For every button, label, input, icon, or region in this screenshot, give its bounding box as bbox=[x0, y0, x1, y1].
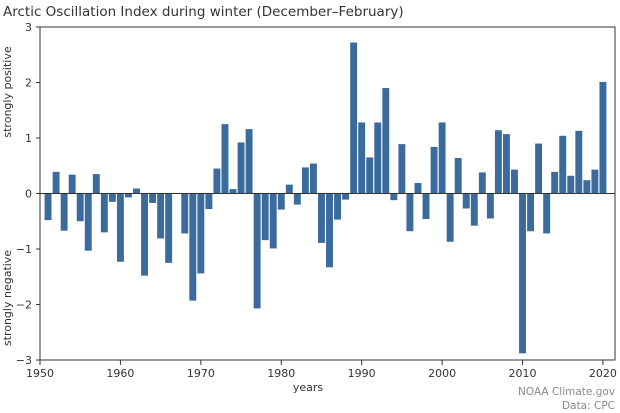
bar-1983 bbox=[301, 167, 309, 194]
bar-2011 bbox=[527, 193, 535, 232]
x-tick-label: 1950 bbox=[26, 367, 54, 380]
bar-2018 bbox=[583, 180, 591, 194]
y-label-strongly-positive: strongly positive bbox=[1, 46, 14, 137]
bar-1956 bbox=[84, 193, 92, 251]
credit-source: NOAA Climate.gov bbox=[518, 386, 615, 398]
bar-2015 bbox=[559, 135, 567, 194]
bar-2003 bbox=[462, 193, 470, 209]
bar-2014 bbox=[551, 171, 559, 194]
bar-2019 bbox=[591, 169, 599, 194]
chart-title: Arctic Oscillation Index during winter (… bbox=[3, 4, 404, 20]
y-tick-label: 0 bbox=[25, 188, 32, 201]
bar-1975 bbox=[237, 142, 245, 194]
bar-1958 bbox=[100, 193, 108, 233]
bar-1981 bbox=[285, 184, 293, 194]
bar-1966 bbox=[165, 193, 173, 263]
bar-2004 bbox=[470, 193, 478, 226]
x-axis-ticks: 1950 1960 1970 1980 1990 2000 2010 2020 bbox=[26, 360, 617, 380]
bar-1992 bbox=[374, 122, 382, 194]
bar-1970 bbox=[197, 193, 205, 274]
y-label-strongly-negative: strongly negative bbox=[1, 250, 14, 346]
bar-1959 bbox=[108, 193, 116, 202]
bar-1962 bbox=[133, 188, 140, 194]
bar-1965 bbox=[157, 193, 165, 239]
bar-2005 bbox=[478, 172, 486, 194]
bar-1986 bbox=[326, 193, 333, 268]
bar-1954 bbox=[68, 174, 76, 194]
x-tick-label: 2010 bbox=[509, 367, 537, 380]
bar-1957 bbox=[92, 174, 100, 194]
bar-1993 bbox=[382, 88, 390, 194]
bar-2020 bbox=[599, 81, 607, 194]
y-tick-label: −3 bbox=[16, 354, 32, 367]
bar-1999 bbox=[430, 146, 438, 194]
bar-2016 bbox=[567, 175, 575, 194]
x-tick-label: 2020 bbox=[589, 367, 617, 380]
bar-2010 bbox=[519, 193, 526, 354]
bar-1963 bbox=[141, 193, 149, 276]
bar-2017 bbox=[575, 130, 583, 194]
bar-1984 bbox=[309, 163, 317, 194]
bar-2009 bbox=[511, 169, 518, 194]
bar-1972 bbox=[213, 168, 221, 194]
bar-1988 bbox=[342, 193, 350, 200]
bar-2006 bbox=[486, 193, 494, 219]
bar-1973 bbox=[221, 124, 229, 194]
bar-1960 bbox=[116, 193, 124, 262]
x-tick-label: 1980 bbox=[267, 367, 295, 380]
bar-1964 bbox=[149, 193, 157, 203]
bar-1971 bbox=[205, 193, 213, 210]
bar-1951 bbox=[44, 193, 52, 221]
bar-1995 bbox=[398, 144, 406, 194]
bar-1968 bbox=[181, 193, 189, 234]
bar-1969 bbox=[189, 193, 197, 301]
y-axis-ticks: −3 −2 −1 0 1 2 3 bbox=[16, 21, 40, 367]
x-tick-label: 1990 bbox=[348, 367, 376, 380]
bar-1994 bbox=[390, 193, 398, 201]
bar-1977 bbox=[253, 193, 261, 309]
bar-1998 bbox=[422, 193, 430, 220]
y-tick-label: 2 bbox=[25, 77, 32, 90]
bar-1997 bbox=[414, 182, 422, 194]
x-tick-label: 2000 bbox=[428, 367, 456, 380]
x-tick-label: 1960 bbox=[106, 367, 134, 380]
bars-group bbox=[44, 42, 607, 354]
bar-1952 bbox=[52, 171, 60, 194]
bar-1985 bbox=[318, 193, 325, 243]
bar-2013 bbox=[543, 193, 551, 234]
bar-2012 bbox=[535, 143, 543, 194]
bar-2007 bbox=[494, 130, 502, 194]
bar-1953 bbox=[60, 193, 68, 231]
bar-1989 bbox=[350, 42, 358, 194]
bar-1961 bbox=[125, 193, 132, 198]
bar-1978 bbox=[261, 193, 269, 241]
x-tick-label: 1970 bbox=[187, 367, 215, 380]
bar-1990 bbox=[358, 122, 366, 194]
bar-1979 bbox=[269, 193, 277, 249]
credit-data: Data: CPC bbox=[562, 400, 615, 412]
bar-1991 bbox=[366, 157, 374, 194]
bar-1980 bbox=[277, 193, 285, 210]
y-tick-label: 3 bbox=[25, 21, 32, 34]
bar-1987 bbox=[334, 193, 342, 220]
bar-2001 bbox=[446, 193, 454, 242]
y-tick-label: 1 bbox=[25, 132, 32, 145]
bar-1982 bbox=[293, 193, 301, 205]
bar-2000 bbox=[438, 122, 446, 194]
bar-1974 bbox=[229, 189, 237, 194]
bar-1955 bbox=[76, 193, 84, 222]
y-tick-label: −2 bbox=[16, 299, 32, 312]
bar-1976 bbox=[245, 129, 253, 194]
bar-2008 bbox=[502, 134, 510, 194]
y-tick-label: −1 bbox=[16, 243, 32, 256]
bar-2002 bbox=[454, 157, 462, 194]
x-axis-label: years bbox=[293, 381, 324, 394]
bar-1996 bbox=[406, 193, 414, 232]
